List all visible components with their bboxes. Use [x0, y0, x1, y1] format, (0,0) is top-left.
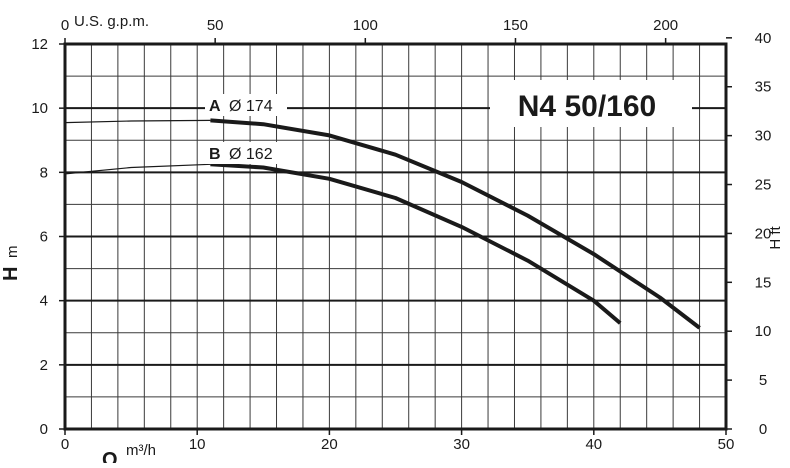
bottom-tick-label: 40	[585, 436, 602, 453]
tick-layer: 0 10 20 30 40 50 0 50 100 150 200 0 2 4 6 8 10 12 0 5 10 15 20…	[31, 17, 771, 453]
model-title-background	[490, 80, 692, 127]
bottom-tick-label: 10	[189, 436, 206, 453]
left-axis-unit: m	[4, 246, 21, 259]
curve-a-diameter: Ø 174	[229, 98, 273, 115]
svg-text:B Ø 162: B Ø 162	[209, 146, 273, 163]
bottom-axis-symbol: Q	[102, 449, 118, 463]
curve-a-line	[210, 118, 701, 330]
curve-a-name: A	[209, 98, 221, 115]
left-tick-label: 10	[31, 100, 48, 117]
curve-label-a: A Ø 174	[205, 94, 287, 116]
bottom-tick-label: 30	[453, 436, 470, 453]
curve-b-name: B	[209, 146, 221, 163]
right-tick-label: 0	[759, 421, 767, 438]
right-tick-label: 5	[759, 372, 767, 389]
left-tick-label: 12	[31, 36, 48, 53]
right-tick-label: 20	[755, 225, 772, 242]
bottom-axis-title: Q m³/h	[102, 442, 156, 468]
left-tick-label: 4	[40, 293, 48, 310]
model-title-box: N4 50/160	[490, 80, 692, 127]
bottom-tick-label: 0	[61, 436, 69, 453]
top-tick-label: 50	[207, 17, 224, 34]
curve-a-extension	[64, 119, 211, 124]
curve-label-a-background	[205, 94, 287, 116]
model-title: N4 50/160	[518, 90, 656, 123]
right-tick-label: 25	[755, 177, 772, 194]
top-tick-label: 100	[353, 17, 378, 34]
curve-layer	[64, 118, 701, 330]
top-axis-label: U.S. g.p.m.	[74, 13, 149, 30]
svg-text:A Ø 174: A Ø 174	[209, 98, 273, 115]
curve-b-extension	[64, 163, 211, 175]
left-tick-label: 2	[40, 357, 48, 374]
right-axis-label: H ft	[767, 226, 784, 250]
left-axis-symbol: H	[0, 267, 22, 281]
top-tick-label: 150	[503, 17, 528, 34]
right-tick-label: 40	[755, 30, 772, 47]
curve-label-b: B Ø 162	[205, 142, 287, 164]
curve-b-diameter: Ø 162	[229, 146, 273, 163]
bottom-axis-unit: m³/h	[126, 442, 156, 459]
left-axis-title: H m	[0, 246, 22, 282]
left-tick-label: 0	[40, 421, 48, 438]
curve-label-b-background	[205, 142, 287, 164]
left-tick-label: 6	[40, 229, 48, 246]
bottom-tick-label: 20	[321, 436, 338, 453]
right-tick-label: 10	[755, 323, 772, 340]
top-tick-label: 0	[61, 17, 69, 34]
left-tick-label: 8	[40, 164, 48, 181]
right-tick-label: 15	[755, 274, 772, 291]
bottom-tick-label: 50	[718, 436, 735, 453]
curve-b-line	[210, 162, 622, 325]
right-tick-label: 35	[755, 79, 772, 96]
right-tick-label: 30	[755, 128, 772, 145]
top-tick-label: 200	[653, 17, 678, 34]
